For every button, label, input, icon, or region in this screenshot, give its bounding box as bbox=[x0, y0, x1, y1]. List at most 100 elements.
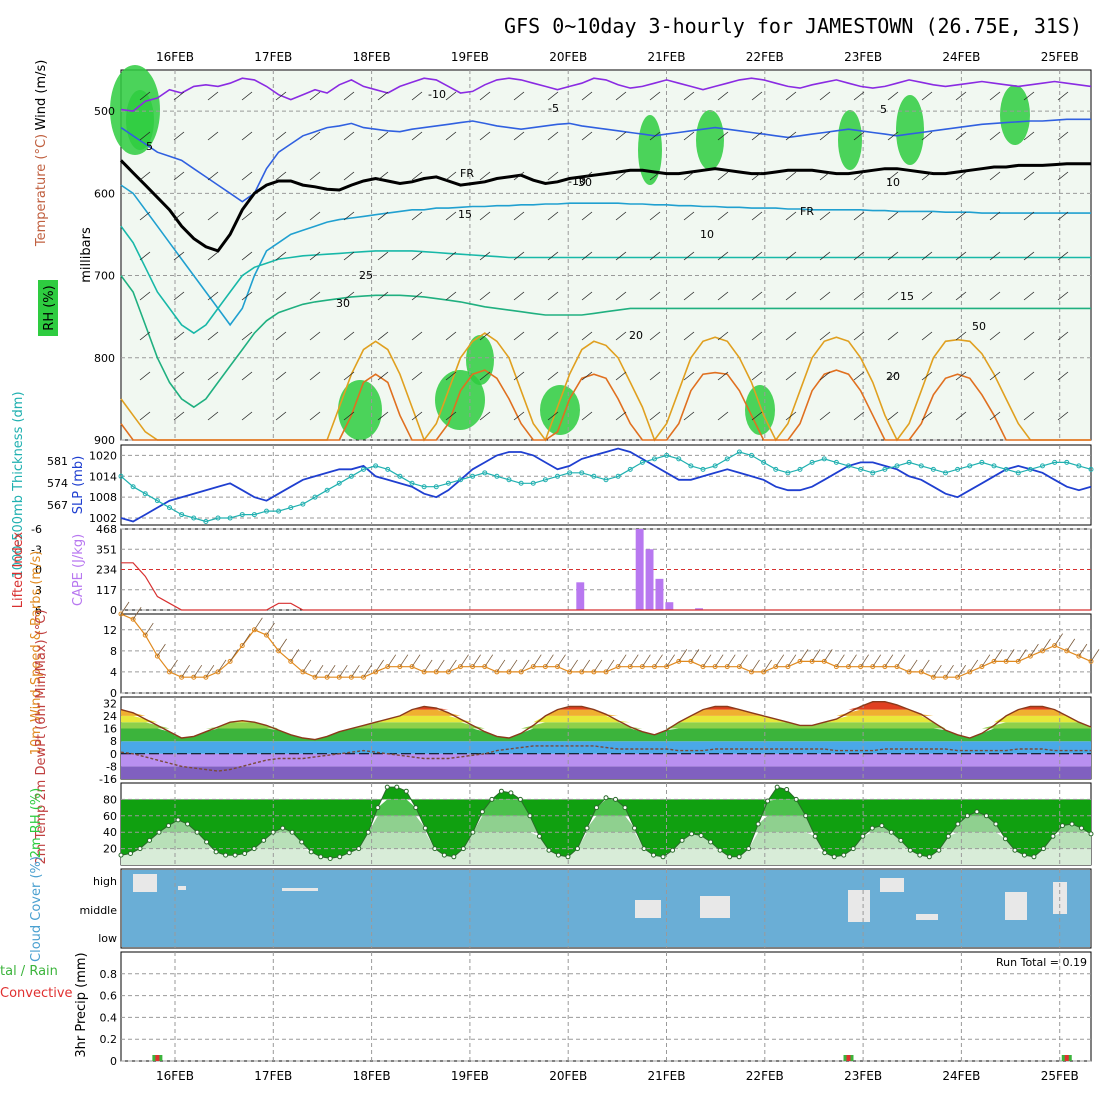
wind-barb bbox=[139, 171, 151, 181]
thickness-point bbox=[215, 515, 221, 521]
rh-band bbox=[121, 787, 1091, 859]
rh-point bbox=[565, 854, 571, 860]
wind-barb bbox=[921, 171, 933, 181]
contour-label: -5 bbox=[548, 102, 559, 115]
wind-barb bbox=[1023, 291, 1035, 301]
rh-point bbox=[413, 805, 419, 811]
thickness-point bbox=[797, 466, 803, 472]
wind-point bbox=[227, 658, 233, 664]
contour-label: 20 bbox=[629, 329, 643, 342]
wind-barb bbox=[717, 91, 729, 101]
y-axis-label: 2m Temp 2m DewPt (6hr Min/Max) (°C) bbox=[34, 610, 49, 865]
rh-point bbox=[603, 795, 609, 801]
wind-barb bbox=[853, 131, 865, 141]
wind-barb bbox=[399, 654, 409, 667]
y-tick-label: 0.8 bbox=[100, 968, 118, 981]
wind-barb bbox=[785, 331, 797, 341]
wind-barb bbox=[205, 664, 215, 678]
wind-barb bbox=[314, 664, 324, 678]
wind-barb bbox=[763, 659, 772, 673]
rh-point bbox=[546, 847, 552, 853]
rh-point bbox=[1040, 846, 1046, 852]
thickness-point bbox=[1076, 463, 1082, 469]
wind-barb bbox=[460, 654, 469, 667]
wind-barb bbox=[1023, 91, 1035, 101]
rh-point bbox=[175, 817, 181, 823]
y-tick-label-right: 468 bbox=[96, 523, 117, 536]
wind-barb bbox=[513, 331, 525, 341]
rh-point bbox=[166, 823, 172, 829]
rh-point bbox=[489, 796, 495, 802]
rh-point bbox=[1088, 831, 1094, 837]
wind-barb bbox=[887, 131, 899, 141]
wind-barb bbox=[411, 171, 423, 181]
wind-barb bbox=[241, 331, 253, 341]
wind-barb bbox=[290, 649, 300, 662]
wind-barb bbox=[1057, 331, 1069, 341]
wind-barb bbox=[275, 171, 287, 181]
wind-barb bbox=[887, 371, 899, 381]
rh-point bbox=[755, 821, 761, 827]
wind-point bbox=[882, 664, 888, 670]
wind-barb bbox=[989, 171, 1001, 181]
thickness-point bbox=[967, 463, 973, 469]
rh-point bbox=[879, 823, 885, 829]
wind-barb bbox=[969, 659, 979, 673]
bottom-date-label: 16FEB bbox=[156, 1069, 194, 1083]
rh-point bbox=[926, 854, 932, 860]
wind-barb bbox=[411, 251, 423, 261]
wind-point bbox=[251, 627, 257, 633]
wind-barb bbox=[217, 659, 227, 673]
wind-barb bbox=[785, 371, 797, 381]
wind-barb bbox=[811, 649, 821, 662]
thickness-point bbox=[276, 508, 282, 514]
wind-barb bbox=[649, 291, 661, 301]
thickness-point bbox=[1088, 466, 1094, 472]
thickness-point bbox=[142, 491, 148, 497]
wind-barb bbox=[411, 131, 423, 141]
wind-point bbox=[336, 674, 342, 680]
wind-point bbox=[1015, 658, 1021, 664]
wind-barb bbox=[569, 659, 578, 673]
rh-point bbox=[156, 829, 162, 835]
rh-point bbox=[432, 846, 438, 852]
wind-point bbox=[591, 669, 597, 675]
wind-barb bbox=[819, 331, 831, 341]
bottom-date-label: 24FEB bbox=[942, 1069, 980, 1083]
thickness-point bbox=[809, 459, 815, 465]
rh-point bbox=[841, 852, 847, 858]
wind-barb bbox=[343, 131, 355, 141]
y-tick-label-left: -6 bbox=[31, 523, 42, 536]
wind-barb bbox=[617, 654, 627, 667]
contour-label: 10 bbox=[886, 176, 900, 189]
y-tick-label-right: 234 bbox=[96, 564, 117, 577]
wind-barb bbox=[513, 211, 525, 221]
rh-patch bbox=[1000, 85, 1030, 145]
contour-label: 15 bbox=[900, 290, 914, 303]
thickness-point bbox=[858, 466, 864, 472]
wind-barb bbox=[957, 664, 966, 678]
rh-point bbox=[441, 852, 447, 858]
thickness-point bbox=[736, 449, 742, 455]
rh-point bbox=[251, 846, 257, 852]
y-tick-label-right: 0 bbox=[110, 604, 117, 617]
wind-barb bbox=[377, 251, 389, 261]
cloud-block bbox=[700, 896, 730, 918]
wind-barb bbox=[411, 91, 423, 101]
rh-point bbox=[460, 846, 466, 852]
rh-point bbox=[917, 852, 923, 858]
wind-point bbox=[518, 669, 524, 675]
isotherm-FR bbox=[119, 159, 1091, 253]
wind-barb bbox=[139, 131, 151, 141]
thickness-point bbox=[821, 456, 827, 462]
wind-barb bbox=[615, 131, 627, 141]
thickness-point bbox=[749, 452, 754, 458]
wind-barb bbox=[241, 633, 251, 646]
thickness-point bbox=[615, 473, 621, 479]
wind-barb bbox=[739, 654, 748, 667]
wind-barb bbox=[993, 649, 1003, 662]
wind-barb bbox=[683, 331, 695, 341]
wind-barb bbox=[377, 131, 389, 141]
isotherm--5 bbox=[120, 118, 1091, 203]
